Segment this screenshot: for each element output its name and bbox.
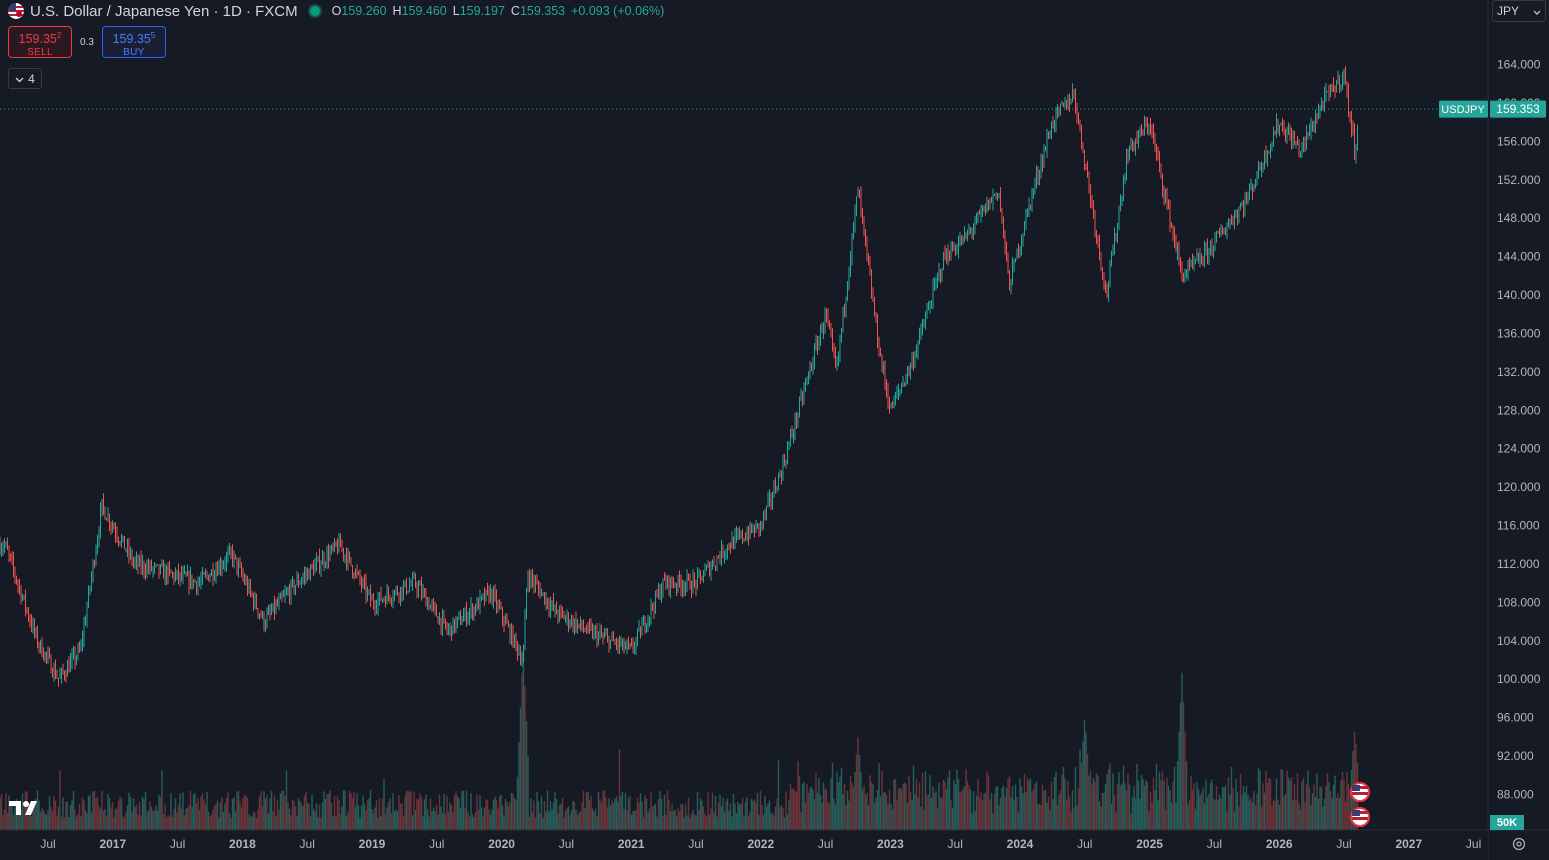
- price-tick-label: 116.000: [1497, 519, 1540, 533]
- time-tick-label: 2026: [1266, 837, 1293, 851]
- price-tick-label: 136.000: [1497, 326, 1541, 340]
- price-tick-label: 92.000: [1497, 749, 1534, 763]
- indicators-toggle-button[interactable]: 4: [8, 68, 42, 89]
- time-tick-label: 2027: [1395, 837, 1422, 851]
- tradingview-logo[interactable]: [9, 799, 43, 822]
- price-tick-label: 96.000: [1497, 711, 1534, 725]
- trade-buttons: 159.352 SELL 0.3 159.355 BUY: [8, 26, 166, 58]
- time-tick-label: 2022: [747, 837, 774, 851]
- buy-button[interactable]: 159.355 BUY: [101, 26, 166, 58]
- price-tick-label: 112.000: [1497, 557, 1540, 571]
- us-jp-flag-icon: [8, 3, 24, 19]
- price-tick-label: 104.000: [1497, 634, 1541, 648]
- price-tick-label: 164.000: [1497, 58, 1541, 72]
- event-flag-icon[interactable]: [1350, 807, 1370, 827]
- price-tick-label: 148.000: [1497, 211, 1541, 225]
- volume-pane: [0, 651, 1359, 830]
- time-tick-label: 2017: [99, 837, 126, 851]
- time-tick-label: 2018: [229, 837, 256, 851]
- time-tick-label: Jul: [1207, 837, 1222, 851]
- event-flag-icon[interactable]: [1350, 782, 1370, 802]
- symbol-price-label: USDJPY 159.353: [1439, 100, 1546, 118]
- price-tick-label: 144.000: [1497, 250, 1541, 264]
- price-axis[interactable]: [1488, 0, 1549, 860]
- price-axis-labels: 164.000160.000156.000152.000148.000144.0…: [1497, 58, 1541, 802]
- price-tick-label: 100.000: [1497, 672, 1541, 686]
- time-tick-label: Jul: [40, 837, 55, 851]
- symbol-title[interactable]: U.S. Dollar / Japanese Yen · 1D · FXCM: [30, 2, 298, 20]
- sell-button[interactable]: 159.352 SELL: [8, 26, 72, 58]
- time-tick-label: Jul: [1466, 837, 1481, 851]
- time-tick-label: Jul: [1077, 837, 1092, 851]
- time-tick-label: Jul: [948, 837, 963, 851]
- spread-value: 0.3: [80, 36, 94, 48]
- price-tick-label: 88.000: [1497, 787, 1534, 801]
- currency-select[interactable]: JPY: [1492, 0, 1546, 22]
- svg-text:159.353: 159.353: [1496, 102, 1540, 116]
- svg-text:50K: 50K: [1497, 817, 1517, 829]
- time-tick-label: 2023: [877, 837, 904, 851]
- time-tick-label: 2019: [359, 837, 386, 851]
- time-tick-label: 2024: [1007, 837, 1034, 851]
- volume-scale-label: 50K: [1490, 815, 1524, 830]
- time-tick-label: 2021: [618, 837, 645, 851]
- chart-legend: U.S. Dollar / Japanese Yen · 1D · FXCM O…: [8, 2, 664, 20]
- price-tick-label: 108.000: [1497, 595, 1541, 609]
- market-status-icon[interactable]: [307, 4, 322, 18]
- price-tick-label: 140.000: [1497, 288, 1541, 302]
- price-tick-label: 120.000: [1497, 480, 1541, 494]
- price-tick-label: 132.000: [1497, 365, 1541, 379]
- chevron-down-icon: [1533, 4, 1541, 18]
- time-tick-label: Jul: [688, 837, 703, 851]
- time-tick-label: 2020: [488, 837, 515, 851]
- change-value: +0.093 (+0.06%): [571, 4, 665, 18]
- price-tick-label: 156.000: [1497, 134, 1541, 148]
- time-axis[interactable]: [0, 830, 1488, 860]
- svg-text:USDJPY: USDJPY: [1441, 104, 1485, 116]
- time-tick-label: Jul: [300, 837, 315, 851]
- time-tick-label: Jul: [1336, 837, 1351, 851]
- price-tick-label: 152.000: [1497, 173, 1541, 187]
- time-tick-label: Jul: [818, 837, 833, 851]
- time-axis-labels: Jul 2017 Jul 2018 Jul 2019 Jul 2020 Jul 2021 Jul 20…: [40, 837, 1481, 851]
- price-tick-label: 124.000: [1497, 442, 1541, 456]
- candlestick-series: [0, 66, 1358, 687]
- time-tick-label: Jul: [170, 837, 185, 851]
- time-tick-label: Jul: [559, 837, 574, 851]
- ohlc-values: O159.260 H159.460 L159.197 C159.353 +0.0…: [331, 4, 665, 18]
- time-tick-label: Jul: [429, 837, 444, 851]
- price-tick-label: 128.000: [1497, 403, 1541, 417]
- time-tick-label: 2025: [1136, 837, 1163, 851]
- chevron-down-icon: [15, 72, 24, 86]
- gear-icon[interactable]: [1511, 836, 1527, 857]
